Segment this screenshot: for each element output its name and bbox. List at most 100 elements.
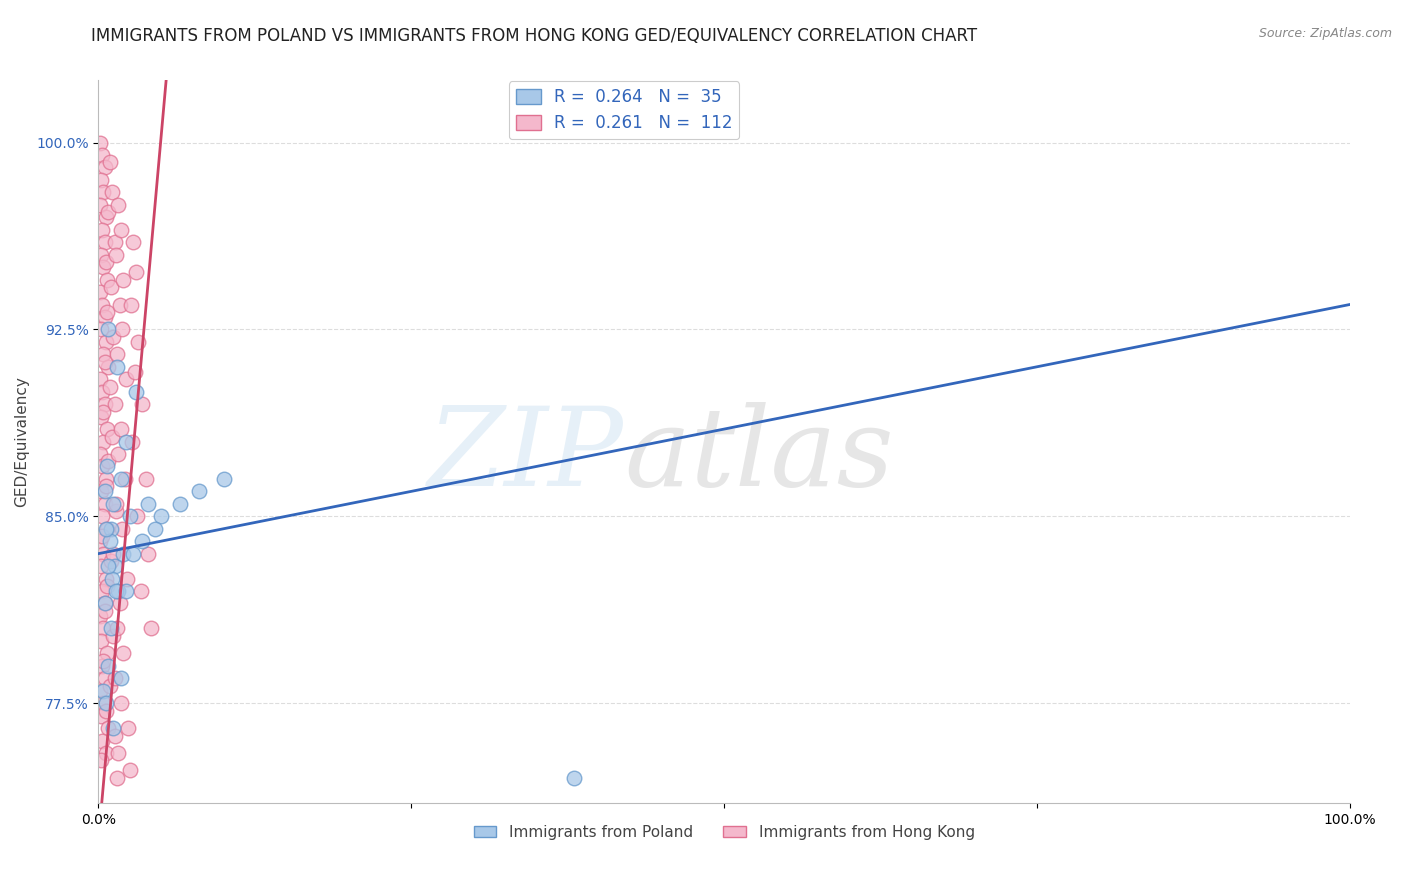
Point	[105, 359, 128, 374]
Point	[187, 484, 209, 499]
Point	[96, 459, 118, 474]
Point	[93, 235, 115, 250]
Point	[121, 434, 143, 449]
Point	[97, 359, 120, 374]
Point	[90, 322, 112, 336]
Point	[110, 671, 132, 685]
Point	[139, 621, 162, 635]
Point	[103, 629, 125, 643]
Point	[98, 679, 121, 693]
Point	[115, 434, 138, 449]
Point	[112, 272, 135, 286]
Point	[131, 534, 153, 549]
Point	[94, 522, 117, 536]
Point	[94, 479, 117, 493]
Point	[91, 584, 114, 599]
Point	[89, 609, 111, 624]
Point	[112, 547, 135, 561]
Point	[90, 173, 112, 187]
Point	[104, 504, 127, 518]
Point	[93, 683, 115, 698]
Point	[94, 704, 117, 718]
Point	[94, 572, 117, 586]
Point	[90, 708, 112, 723]
Point	[93, 547, 115, 561]
Point	[91, 148, 114, 162]
Point	[93, 355, 115, 369]
Point	[562, 771, 585, 785]
Point	[93, 597, 115, 611]
Point	[100, 621, 122, 635]
Point	[89, 198, 111, 212]
Point	[96, 272, 118, 286]
Point	[110, 696, 132, 710]
Point	[93, 654, 115, 668]
Point	[125, 384, 148, 399]
Point	[94, 696, 117, 710]
Point	[138, 497, 160, 511]
Point	[212, 472, 235, 486]
Point	[127, 334, 149, 349]
Point	[107, 584, 129, 599]
Point	[104, 559, 127, 574]
Legend: Immigrants from Poland, Immigrants from Hong Kong: Immigrants from Poland, Immigrants from …	[467, 819, 981, 846]
Point	[89, 447, 111, 461]
Point	[101, 186, 124, 200]
Text: atlas: atlas	[624, 402, 894, 509]
Point	[127, 509, 149, 524]
Point	[110, 223, 132, 237]
Point	[91, 529, 114, 543]
Point	[91, 509, 114, 524]
Point	[107, 746, 129, 760]
Point	[98, 155, 121, 169]
Point	[115, 584, 138, 599]
Point	[94, 334, 117, 349]
Point	[94, 472, 117, 486]
Point	[105, 347, 128, 361]
Point	[105, 771, 128, 785]
Point	[93, 604, 115, 618]
Point	[118, 764, 141, 778]
Point	[122, 547, 145, 561]
Point	[93, 161, 115, 175]
Point	[93, 347, 115, 361]
Point	[104, 497, 127, 511]
Point	[94, 746, 117, 760]
Point	[89, 136, 111, 150]
Point	[96, 522, 118, 536]
Point	[104, 235, 127, 250]
Point	[93, 397, 115, 411]
Text: ZIP: ZIP	[427, 402, 624, 509]
Point	[93, 671, 115, 685]
Point	[107, 198, 129, 212]
Point	[93, 696, 115, 710]
Point	[111, 522, 134, 536]
Point	[110, 422, 132, 436]
Point	[93, 484, 115, 499]
Point	[117, 721, 139, 735]
Point	[89, 285, 111, 299]
Point	[97, 559, 120, 574]
Point	[93, 186, 115, 200]
Point	[91, 384, 114, 399]
Point	[97, 205, 120, 219]
Point	[90, 248, 112, 262]
Point	[114, 472, 136, 486]
Point	[105, 621, 128, 635]
Point	[110, 472, 132, 486]
Point	[129, 584, 152, 599]
Point	[150, 509, 173, 524]
Point	[131, 397, 153, 411]
Point	[104, 729, 127, 743]
Point	[91, 297, 114, 311]
Point	[90, 484, 112, 499]
Point	[96, 579, 118, 593]
Point	[91, 459, 114, 474]
Point	[97, 454, 120, 468]
Point	[100, 280, 122, 294]
Text: IMMIGRANTS FROM POLAND VS IMMIGRANTS FROM HONG KONG GED/EQUIVALENCY CORRELATION : IMMIGRANTS FROM POLAND VS IMMIGRANTS FRO…	[91, 27, 977, 45]
Point	[100, 554, 122, 568]
Point	[104, 397, 127, 411]
Point	[111, 322, 134, 336]
Point	[104, 248, 127, 262]
